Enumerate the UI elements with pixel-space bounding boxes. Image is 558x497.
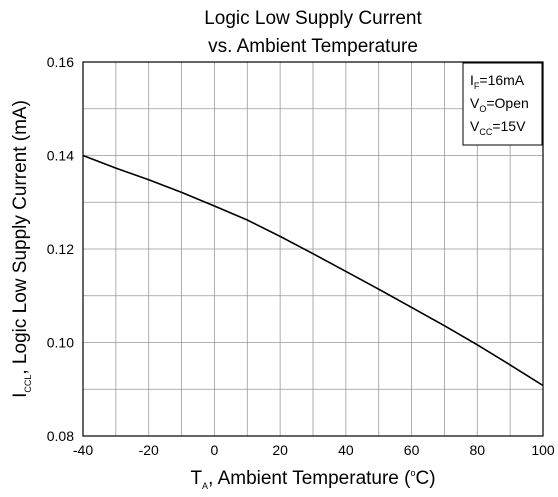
y-tick-label: 0.16 — [47, 54, 74, 70]
x-tick-label: 100 — [531, 442, 555, 458]
x-tick-label: 80 — [469, 442, 485, 458]
x-tick-label: 60 — [404, 442, 420, 458]
x-tick-label: -20 — [139, 442, 159, 458]
condition-if: IF=16mA — [470, 72, 525, 91]
y-tick-label: 0.08 — [47, 428, 74, 444]
x-axis-label-rest: , Ambient Temperature ( — [208, 468, 411, 489]
y-axis-label-sub: CCL — [23, 375, 33, 393]
x-axis-label-main: T — [190, 468, 202, 489]
y-axis-label-rest: , Logic Low Supply Current (mA) — [10, 100, 31, 375]
condition-vcc: VCC=15V — [470, 118, 526, 137]
chart-title-line2: vs. Ambient Temperature — [208, 36, 418, 57]
x-axis-label-end: C) — [416, 468, 436, 489]
y-axis-label-main: I — [10, 393, 31, 398]
chart-title-line1: Logic Low Supply Current — [204, 8, 422, 29]
conditions-box: IF=16mA VO=Open VCC=15V — [462, 62, 543, 146]
y-axis-label: ICCL, Logic Low Supply Current (mA) — [10, 100, 33, 398]
y-tick-label: 0.14 — [47, 148, 74, 164]
plot-frame — [82, 61, 544, 437]
x-tick-label: -40 — [73, 442, 93, 458]
x-tick-label: 20 — [272, 442, 288, 458]
series-layer — [82, 154, 544, 387]
y-tick-label: 0.10 — [47, 335, 74, 351]
y-tick-labels: 0.08 0.10 0.12 0.14 0.16 — [47, 54, 74, 444]
x-tick-labels: -40 -20 0 20 40 60 80 100 — [73, 442, 555, 458]
y-tick-label: 0.12 — [47, 241, 74, 257]
x-tick-label: 0 — [211, 442, 219, 458]
series-line — [82, 154, 544, 387]
x-tick-label: 40 — [338, 442, 354, 458]
x-axis-label-sub: A — [202, 481, 208, 491]
condition-vo: VO=Open — [470, 95, 529, 114]
x-axis-label-sup: o — [410, 468, 415, 478]
conditions-box-frame — [462, 62, 543, 146]
x-axis-label: TA, Ambient Temperature (oC) — [190, 468, 435, 491]
